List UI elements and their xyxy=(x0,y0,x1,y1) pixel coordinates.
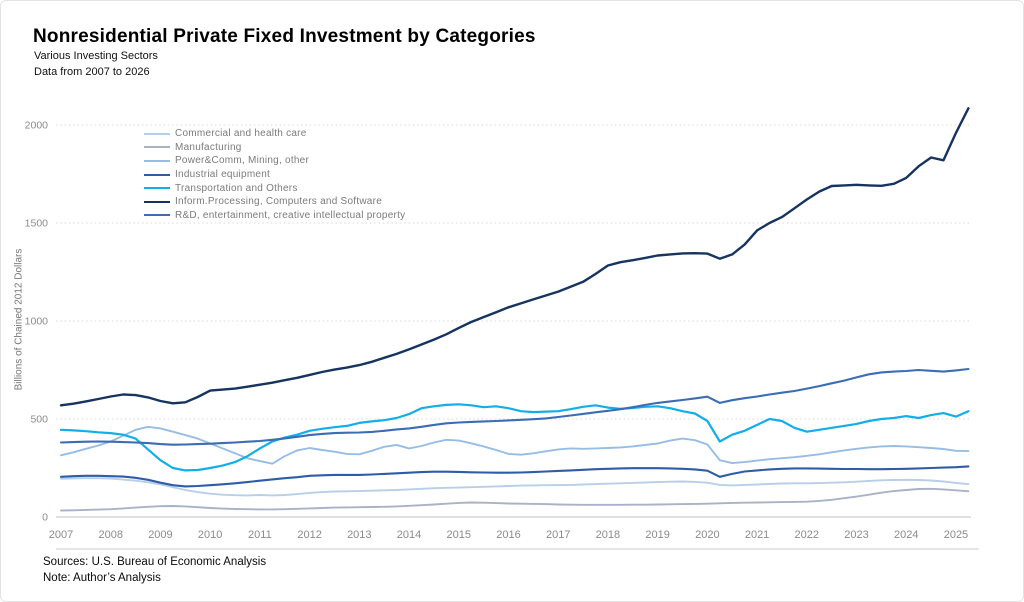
x-tick-label: 2020 xyxy=(695,529,719,541)
x-tick-label: 2009 xyxy=(148,529,172,541)
chart-title: Nonresidential Private Fixed Investment … xyxy=(33,26,536,47)
legend-line-swatch xyxy=(144,200,170,203)
x-tick-label: 2011 xyxy=(248,529,272,541)
x-tick-label: 2019 xyxy=(645,529,669,541)
legend-label: Industrial equipment xyxy=(175,169,271,181)
legend-label: R&D, entertainment, creative intellectua… xyxy=(175,209,406,221)
y-tick-label: 0 xyxy=(42,512,48,524)
series-line-manufacturing xyxy=(60,487,970,512)
legend-item: R&D, entertainment, creative intellectua… xyxy=(144,209,405,223)
series-line-industrial-equipment xyxy=(59,465,970,488)
legend-line-swatch xyxy=(144,187,170,190)
x-tick-label: 2015 xyxy=(447,529,471,541)
x-tick-label: 2013 xyxy=(347,529,371,541)
series-line-power-comm-mining-other xyxy=(60,425,970,465)
source-note: Sources: U.S. Bureau of Economic Analysi… xyxy=(43,556,267,568)
y-tick-label: 1000 xyxy=(25,316,49,328)
author-note: Note: Author’s Analysis xyxy=(43,572,161,584)
legend-line-swatch xyxy=(144,214,170,217)
legend-item: Manufacturing xyxy=(144,141,405,155)
x-tick-label: 2014 xyxy=(397,529,421,541)
y-tick-label: 1500 xyxy=(25,218,49,230)
legend-item: Inform.Processing, Computers and Softwar… xyxy=(144,195,405,209)
legend-label: Power&Comm, Mining, other xyxy=(175,155,310,167)
x-tick-label: 2025 xyxy=(944,529,968,541)
legend-label: Manufacturing xyxy=(175,141,242,153)
legend-label: Transportation and Others xyxy=(175,182,298,194)
x-tick-label: 2017 xyxy=(546,529,570,541)
legend-item: Transportation and Others xyxy=(144,181,405,195)
series-line-inform-processing-computers-and-software xyxy=(59,107,970,407)
x-tick-label: 2007 xyxy=(49,529,73,541)
x-tick-label: 2008 xyxy=(98,529,122,541)
legend-line-swatch xyxy=(144,173,170,176)
y-tick-label: 500 xyxy=(30,414,48,426)
chart-range-note: Data from 2007 to 2026 xyxy=(34,66,150,78)
legend-item: Industrial equipment xyxy=(144,168,405,182)
series-line-r-d-entertainment-creative-intellectual-property xyxy=(59,367,970,446)
chart-subtitle: Various Investing Sectors xyxy=(34,50,158,62)
x-tick-label: 2022 xyxy=(795,529,819,541)
legend-label: Inform.Processing, Computers and Softwar… xyxy=(175,196,383,208)
legend-label: Commercial and health care xyxy=(175,128,307,140)
x-tick-label: 2023 xyxy=(844,529,868,541)
x-tick-label: 2018 xyxy=(596,529,620,541)
x-tick-label: 2016 xyxy=(496,529,520,541)
legend-item: Commercial and health care xyxy=(144,127,405,141)
x-tick-label: 2012 xyxy=(297,529,321,541)
legend-line-swatch xyxy=(144,146,170,149)
x-tick-label: 2010 xyxy=(198,529,222,541)
series-line-commercial-and-health-care xyxy=(60,477,970,497)
legend-line-swatch xyxy=(144,159,170,162)
legend-item: Power&Comm, Mining, other xyxy=(144,154,405,168)
series-line-transportation-and-others xyxy=(59,403,970,472)
y-tick-label: 2000 xyxy=(25,120,49,132)
x-tick-label: 2024 xyxy=(894,529,918,541)
legend: Commercial and health care Manufacturing P… xyxy=(144,127,405,222)
x-tick-label: 2021 xyxy=(745,529,769,541)
legend-line-swatch xyxy=(144,132,170,135)
